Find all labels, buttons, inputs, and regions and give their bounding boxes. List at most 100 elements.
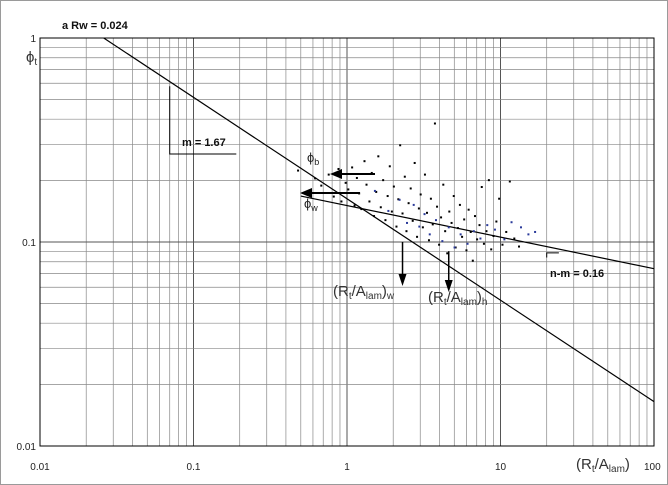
data-point-black xyxy=(467,208,470,211)
data-point-black xyxy=(465,249,468,252)
data-point-blue xyxy=(387,209,390,212)
data-point-blue xyxy=(373,189,376,192)
m-slope-label: m = 1.67 xyxy=(182,137,226,149)
data-point-black xyxy=(377,155,380,158)
a-rw-annotation: a Rw = 0.024 xyxy=(62,20,129,32)
fit-lines xyxy=(103,37,655,403)
data-point-blue xyxy=(472,230,475,233)
x-tick-label: 100 xyxy=(644,462,661,473)
data-point-black xyxy=(501,243,504,246)
slope-triangle-n-m-legs xyxy=(546,252,559,258)
data-point-black xyxy=(421,226,424,229)
slope-triangle-m-legs xyxy=(169,86,237,155)
x-tick-labels: 0.01 0.1 1 10 100 xyxy=(30,462,661,473)
data-point-black xyxy=(392,185,395,188)
data-point-black xyxy=(407,202,410,205)
data-point-black xyxy=(476,238,479,241)
data-point-black xyxy=(452,195,455,198)
data-point-black xyxy=(320,184,323,187)
phi-b-arrow-head xyxy=(330,169,342,179)
data-point-black xyxy=(395,225,398,228)
phi-b-label: ϕb xyxy=(307,150,319,167)
data-point-black xyxy=(425,211,428,214)
data-point-black xyxy=(513,237,516,240)
data-point-black xyxy=(448,210,451,213)
data-point-black xyxy=(490,248,493,251)
slope-triangle-m xyxy=(169,86,237,155)
shallow-fit-line xyxy=(300,195,655,270)
data-point-black xyxy=(461,235,464,238)
y-tick-label: 1 xyxy=(30,34,36,45)
data-point-black xyxy=(386,195,389,198)
data-point-black xyxy=(480,186,483,189)
data-point-blue xyxy=(519,226,522,229)
rt-alam-w-label: (Rt/Alam)w xyxy=(333,283,395,302)
data-point-blue xyxy=(503,238,506,241)
n-m-slope-label: n-m = 0.16 xyxy=(550,268,604,280)
data-point-black xyxy=(440,216,443,219)
data-point-black xyxy=(363,160,366,163)
rt-w-arrow-head xyxy=(398,274,407,286)
data-point-black xyxy=(399,144,402,147)
data-point-black xyxy=(456,227,459,230)
steep-fit-line xyxy=(103,37,655,403)
data-point-black xyxy=(429,197,432,200)
data-point-black xyxy=(411,219,414,222)
data-point-blue xyxy=(412,203,415,206)
rt-alam-h-label: (Rt/Alam)h xyxy=(428,289,487,308)
data-point-blue xyxy=(534,230,537,233)
data-point-black xyxy=(355,176,358,179)
data-point-black xyxy=(478,224,481,227)
data-point-black xyxy=(505,230,508,233)
data-point-blue xyxy=(423,213,426,216)
data-point-black xyxy=(498,197,501,200)
data-point-black xyxy=(384,219,387,222)
data-point-black xyxy=(473,215,476,218)
data-point-black xyxy=(360,208,363,211)
data-point-black xyxy=(518,245,521,248)
data-point-black xyxy=(423,173,426,176)
data-point-black xyxy=(409,187,412,190)
data-point-black xyxy=(353,204,356,207)
grid-lines xyxy=(40,38,654,446)
data-point-black xyxy=(397,198,400,201)
data-point-black xyxy=(337,167,340,170)
x-tick-label: 0.1 xyxy=(187,462,201,473)
data-point-black xyxy=(471,259,474,262)
data-point-black xyxy=(508,180,511,183)
data-point-black xyxy=(427,239,430,242)
data-point-black xyxy=(327,173,330,176)
data-point-black xyxy=(344,181,347,184)
data-point-black xyxy=(375,190,378,193)
data-point-black xyxy=(446,252,449,255)
data-point-black xyxy=(347,188,350,191)
data-point-black xyxy=(332,195,335,198)
data-point-black xyxy=(417,207,420,210)
data-point-black xyxy=(442,183,445,186)
data-point-black xyxy=(340,200,343,203)
data-point-black xyxy=(431,223,434,226)
y-axis-label: ϕt xyxy=(26,49,37,68)
data-point-black xyxy=(416,235,419,238)
data-point-black xyxy=(436,205,439,208)
data-point-blue xyxy=(527,233,530,236)
data-point-black xyxy=(492,235,495,238)
x-axis-label: (Rt/Alam) xyxy=(576,456,630,475)
data-point-black xyxy=(485,230,488,233)
data-point-blue xyxy=(453,246,456,249)
data-point-black xyxy=(370,171,373,174)
data-point-blue xyxy=(493,228,496,231)
data-point-black xyxy=(438,243,441,246)
phi-w-label: ϕw xyxy=(304,196,318,213)
data-point-blue xyxy=(479,237,482,240)
data-point-blue xyxy=(398,198,401,201)
data-point-black xyxy=(405,230,408,233)
data-point-black xyxy=(444,230,447,233)
data-point-black xyxy=(469,230,472,233)
rt-h-arrow-head xyxy=(444,280,453,292)
data-point-blue xyxy=(418,225,421,228)
data-point-black xyxy=(403,175,406,178)
data-point-blue xyxy=(510,221,513,224)
data-point-blue xyxy=(441,240,444,243)
